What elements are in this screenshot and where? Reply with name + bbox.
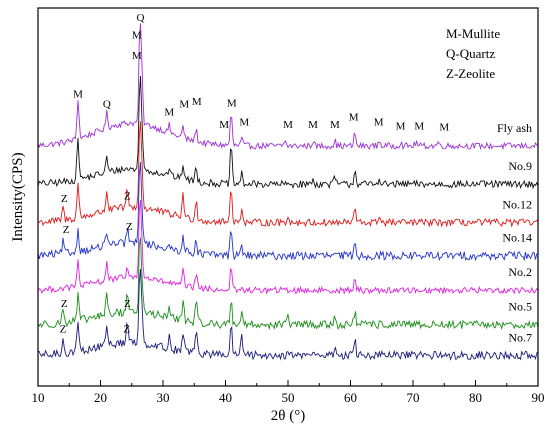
peak-label-m-0: M: [73, 88, 83, 100]
series-line-no-14: [37, 161, 539, 262]
peak-label-m-4: M: [132, 50, 142, 62]
peak-label-m-3: M: [132, 30, 142, 42]
peak-label-z-21: Z: [63, 224, 70, 236]
peak-label-m-17: M: [414, 120, 424, 132]
peak-label-m-13: M: [330, 119, 340, 131]
peak-label-q-2: Q: [137, 12, 145, 24]
peak-label-m-8: M: [219, 119, 229, 131]
peak-label-m-14: M: [349, 111, 359, 123]
series-label-fly-ash: Fly ash: [497, 121, 532, 135]
peak-label-m-6: M: [179, 99, 189, 111]
plot-frame: [37, 7, 539, 387]
x-tick-label-90: 90: [532, 390, 545, 405]
x-axis: 10 20 30 40 50 60 70 80 90: [32, 380, 545, 405]
series-label-no-2: No.2: [508, 265, 532, 279]
series-line-no-12: [37, 121, 539, 228]
peak-label-z-26: Z: [123, 323, 130, 335]
x-tick-label-50: 50: [282, 390, 295, 405]
series-label-no-7: No.7: [508, 330, 532, 344]
peak-label-m-12: M: [308, 119, 318, 131]
x-tick-label-10: 10: [32, 390, 45, 405]
x-tick-label-30: 30: [157, 390, 170, 405]
x-tick-label-40: 40: [219, 390, 232, 405]
peak-label-m-18: M: [439, 122, 449, 134]
x-axis-title: 2θ (°): [271, 408, 305, 424]
peak-label-z-24: Z: [124, 298, 131, 310]
series-line-no-7: [37, 268, 539, 361]
peak-label-m-5: M: [164, 106, 174, 118]
legend: M-Mullite Q-Quartz Z-Zeolite: [446, 26, 500, 81]
peak-label-m-15: M: [374, 117, 384, 129]
series-line-no-9: [37, 75, 539, 190]
peak-label-z-20: Z: [124, 191, 131, 203]
peak-label-m-11: M: [283, 119, 293, 131]
peak-label-z-22: Z: [126, 221, 133, 233]
peak-label-m-9: M: [227, 97, 237, 109]
peak-label-z-23: Z: [61, 298, 68, 310]
series-label-no-9: No.9: [508, 159, 532, 173]
x-tick-label-20: 20: [94, 390, 107, 405]
x-tick-label-70: 70: [407, 390, 420, 405]
peak-label-m-7: M: [192, 96, 202, 108]
peak-label-m-10: M: [239, 117, 249, 129]
series-label-no-14: No.14: [502, 231, 532, 245]
series-line-fly-ash: [37, 23, 539, 151]
peak-label-z-19: Z: [61, 193, 68, 205]
series-layer: [37, 23, 539, 361]
peak-label-z-25: Z: [60, 323, 67, 335]
legend-entry-quartz: Q-Quartz: [446, 46, 495, 61]
series-line-no-5: [37, 237, 539, 331]
peak-label-q-1: Q: [103, 99, 111, 111]
series-label-no-5: No.5: [508, 300, 532, 314]
legend-entry-zeolite: Z-Zeolite: [446, 66, 495, 81]
series-line-no-2: [37, 199, 539, 295]
series-label-no-12: No.12: [502, 198, 532, 212]
x-tick-label-80: 80: [469, 390, 482, 405]
series-labels: Fly ash No.9 No.12 No.14 No.2 No.5 No.7: [497, 121, 532, 344]
peak-label-m-16: M: [396, 120, 406, 132]
legend-entry-mullite: M-Mullite: [446, 26, 500, 41]
x-tick-label-60: 60: [344, 390, 357, 405]
y-axis-title: Intensity(CPS): [10, 152, 26, 241]
